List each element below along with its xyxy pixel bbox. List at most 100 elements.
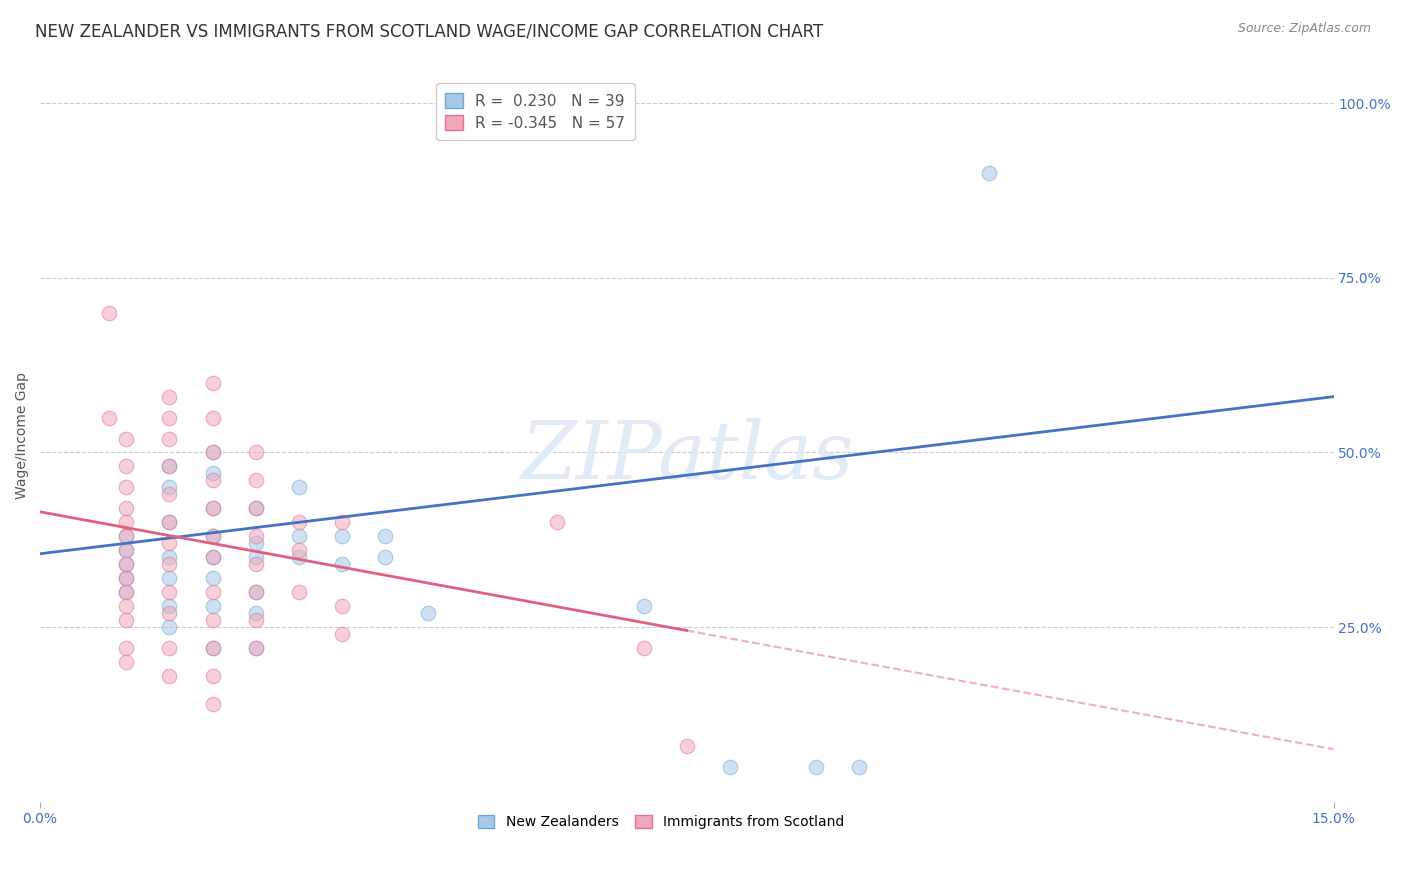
Point [159,558,181,572]
Point [159,459,181,474]
Point [245,474,267,488]
Point [159,550,181,565]
Point [245,536,267,550]
Point [245,501,267,516]
Point [718,759,741,773]
Point [675,739,697,753]
Point [115,529,138,543]
Point [159,432,181,446]
Point [159,571,181,585]
Point [245,501,267,516]
Point [201,640,224,655]
Point [159,487,181,501]
Point [159,606,181,620]
Point [115,585,138,599]
Y-axis label: Wage/Income Gap: Wage/Income Gap [15,372,30,499]
Point [288,550,311,565]
Point [804,759,827,773]
Point [201,585,224,599]
Point [115,529,138,543]
Point [159,585,181,599]
Point [201,501,224,516]
Point [977,166,1000,180]
Point [288,585,311,599]
Point [245,640,267,655]
Point [245,445,267,459]
Point [159,536,181,550]
Point [201,550,224,565]
Point [159,516,181,530]
Point [115,459,138,474]
Point [288,529,311,543]
Point [546,516,568,530]
Point [201,697,224,711]
Point [245,613,267,627]
Point [115,655,138,669]
Point [98,306,121,320]
Point [115,613,138,627]
Point [201,467,224,481]
Point [201,445,224,459]
Point [115,543,138,558]
Point [159,640,181,655]
Point [201,640,224,655]
Point [245,585,267,599]
Point [115,599,138,613]
Point [201,474,224,488]
Point [201,613,224,627]
Point [245,606,267,620]
Point [115,585,138,599]
Point [201,376,224,390]
Point [115,501,138,516]
Point [159,669,181,683]
Point [115,571,138,585]
Point [115,432,138,446]
Point [159,516,181,530]
Point [159,599,181,613]
Point [245,529,267,543]
Point [201,501,224,516]
Legend: New Zealanders, Immigrants from Scotland: New Zealanders, Immigrants from Scotland [472,810,849,835]
Point [288,516,311,530]
Point [115,516,138,530]
Point [201,445,224,459]
Point [115,543,138,558]
Point [330,516,353,530]
Point [201,529,224,543]
Point [115,558,138,572]
Point [115,640,138,655]
Point [245,550,267,565]
Point [288,543,311,558]
Point [330,558,353,572]
Point [330,627,353,641]
Point [245,585,267,599]
Point [159,390,181,404]
Point [201,410,224,425]
Text: ZIPatlas: ZIPatlas [520,418,853,496]
Point [245,640,267,655]
Point [159,410,181,425]
Point [245,558,267,572]
Point [330,529,353,543]
Point [115,558,138,572]
Text: Source: ZipAtlas.com: Source: ZipAtlas.com [1237,22,1371,36]
Point [633,640,655,655]
Point [848,759,870,773]
Point [115,571,138,585]
Point [633,599,655,613]
Point [159,620,181,634]
Point [159,459,181,474]
Point [115,480,138,494]
Point [201,669,224,683]
Point [418,606,440,620]
Point [374,550,396,565]
Point [201,529,224,543]
Point [374,529,396,543]
Point [201,571,224,585]
Point [201,550,224,565]
Point [288,480,311,494]
Text: NEW ZEALANDER VS IMMIGRANTS FROM SCOTLAND WAGE/INCOME GAP CORRELATION CHART: NEW ZEALANDER VS IMMIGRANTS FROM SCOTLAN… [35,22,824,40]
Point [98,410,121,425]
Point [330,599,353,613]
Point [201,599,224,613]
